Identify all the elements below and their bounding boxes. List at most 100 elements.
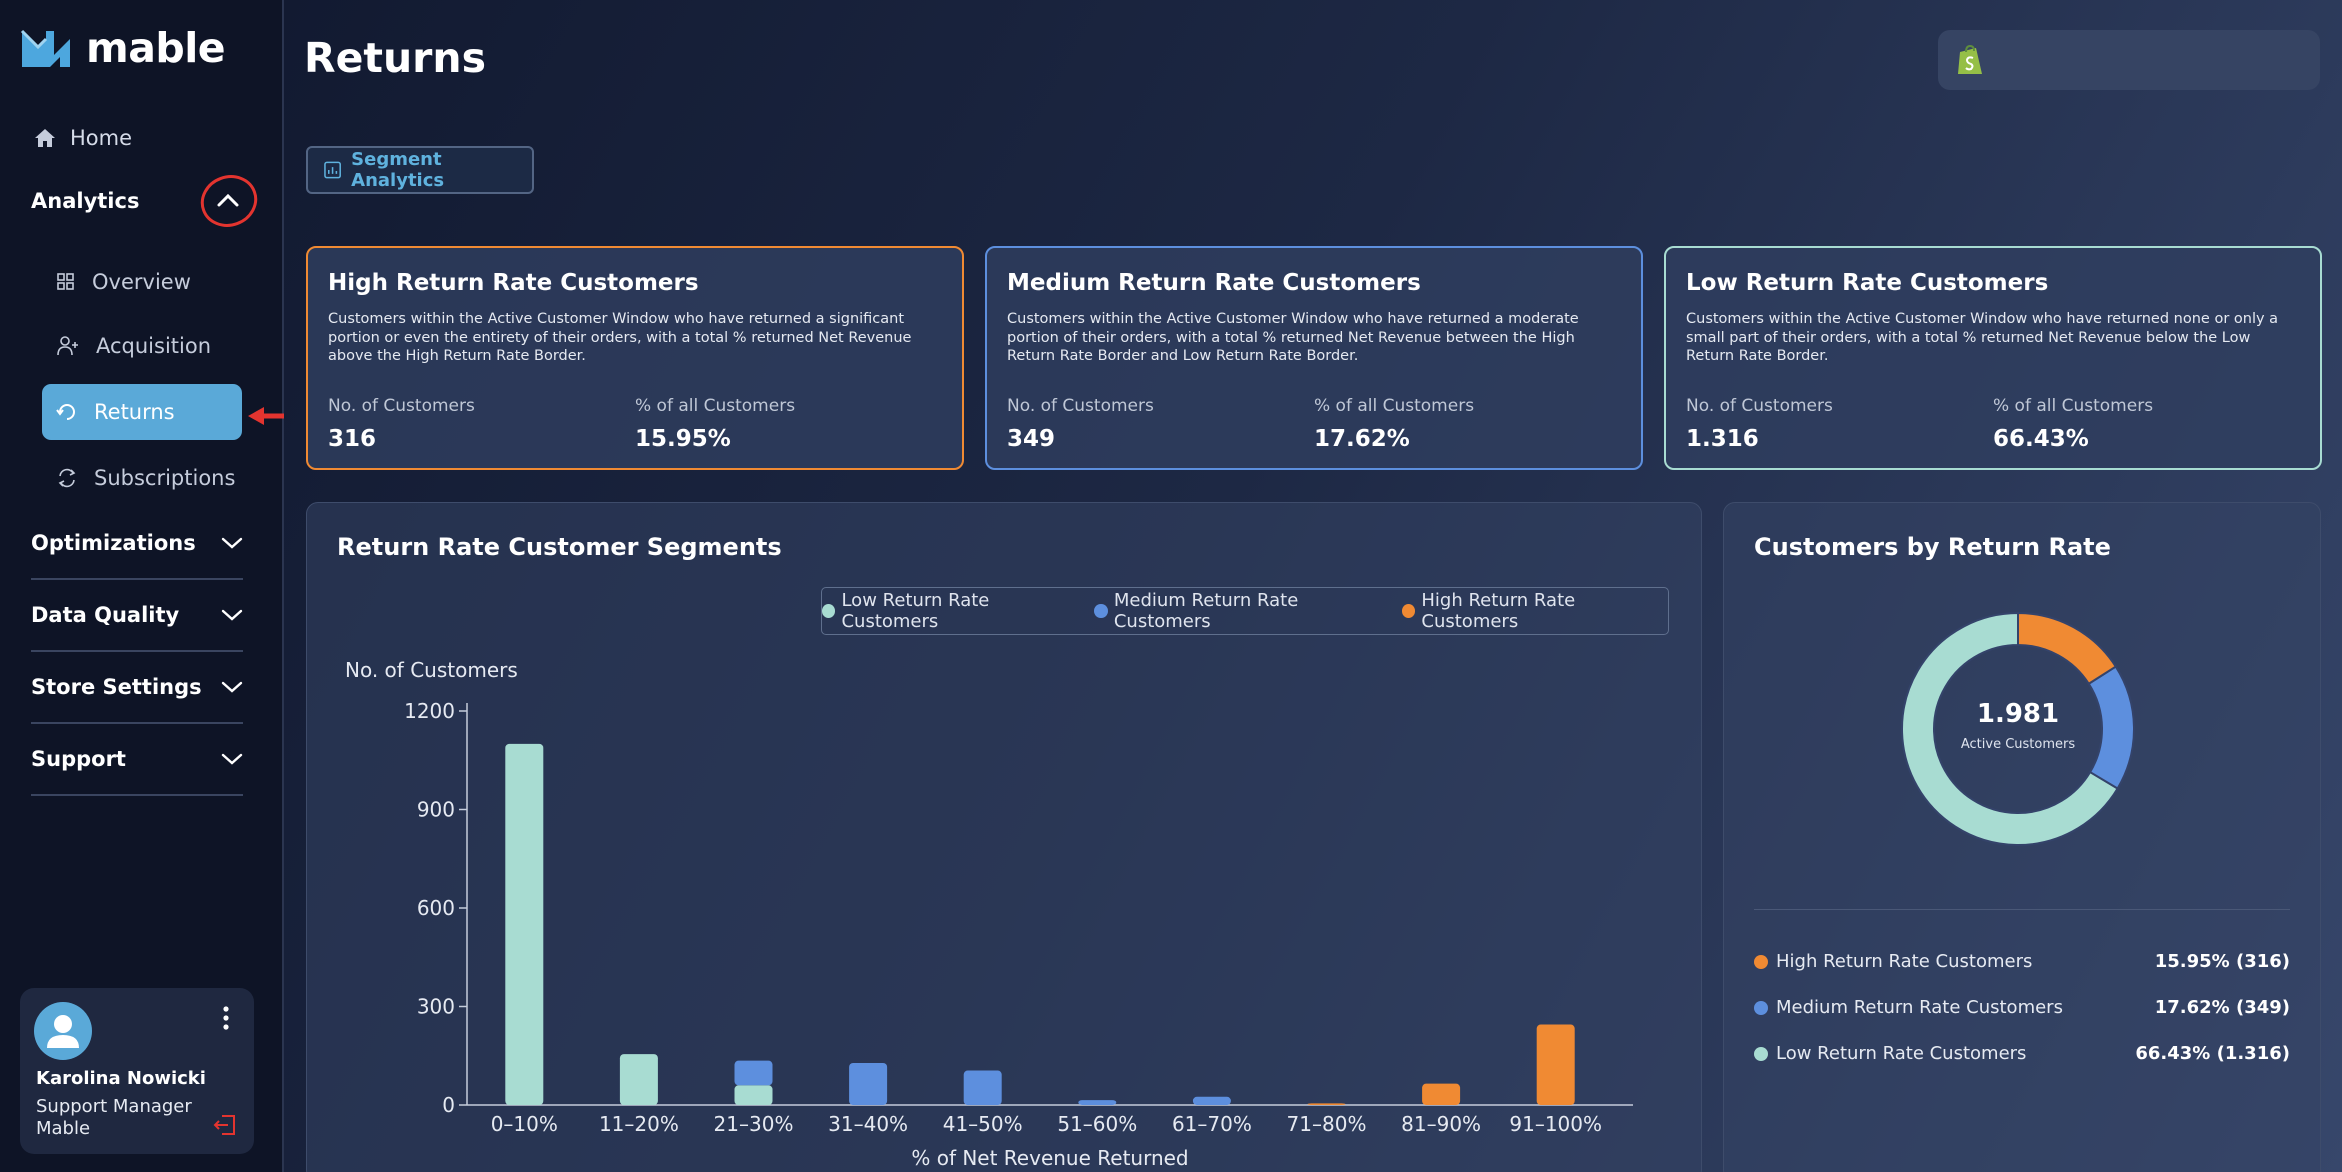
nav-support[interactable]: Support	[31, 724, 243, 796]
x-axis-label: % of Net Revenue Returned	[911, 1146, 1188, 1170]
chevron-down-icon	[221, 681, 243, 693]
store-selector[interactable]	[1938, 30, 2320, 90]
user-name: Karolina Nowicki	[36, 1068, 206, 1089]
donut-slice-high-return-rate-customers[interactable]	[2017, 611, 2118, 686]
legend-item-medium[interactable]: Medium Return Rate Customers	[1094, 590, 1390, 632]
nav-analytics-label: Analytics	[31, 189, 140, 213]
card-low-return: Low Return Rate Customers Customers with…	[1664, 246, 2322, 470]
bar-chart: No. of Customers 1200 900 600 300 0 0–10% 11–20…	[345, 658, 1633, 1170]
return-icon	[56, 404, 75, 420]
nav-optimizations[interactable]: Optimizations	[31, 508, 243, 580]
y-tick-label: 300	[417, 995, 455, 1019]
sidebar-item-overview[interactable]: Overview	[42, 254, 242, 310]
bar-high-return-rate-customers[interactable]	[1536, 1024, 1575, 1105]
y-tick-label: 900	[417, 798, 455, 822]
logo[interactable]: mable	[20, 24, 226, 72]
segment-analytics-button[interactable]: Segment Analytics	[306, 146, 534, 194]
bar-medium-return-rate-customers[interactable]	[1078, 1100, 1117, 1105]
logout-icon[interactable]	[212, 1112, 238, 1138]
x-tick-label: 91–100%	[1509, 1112, 1602, 1136]
legend-dot	[1094, 604, 1108, 618]
rate-list-row-medium: Medium Return Rate Customers 17.62% (349…	[1754, 997, 2290, 1018]
x-tick-label: 61–70%	[1172, 1112, 1252, 1136]
nav-home-label: Home	[70, 126, 133, 150]
shopify-icon	[1958, 44, 1982, 74]
nav-home[interactable]: Home	[34, 120, 132, 156]
home-icon	[35, 129, 55, 147]
y-tick-label: 600	[417, 896, 455, 920]
bar-low-return-rate-customers[interactable]	[734, 1085, 773, 1105]
bar-high-return-rate-customers[interactable]	[1422, 1083, 1461, 1105]
legend-label: Medium Return Rate Customers	[1113, 590, 1299, 632]
segments-chart-panel: Return Rate Customer Segments Low Return…	[306, 502, 1702, 1172]
chevron-down-icon	[221, 537, 243, 549]
bar-low-return-rate-customers[interactable]	[619, 1054, 658, 1105]
bar-medium-return-rate-customers[interactable]	[734, 1060, 773, 1086]
bar-medium-return-rate-customers[interactable]	[963, 1070, 1002, 1105]
donut-slice-low-return-rate-customers[interactable]	[1901, 611, 2119, 846]
legend-dot	[1754, 1000, 1768, 1015]
chevron-down-icon	[221, 753, 243, 765]
bar-high-return-rate-customers[interactable]	[1307, 1103, 1346, 1105]
card-description: Customers within the Active Customer Win…	[1007, 311, 1579, 364]
card-high-return: High Return Rate Customers Customers wit…	[306, 246, 964, 470]
nav-store-settings[interactable]: Store Settings	[31, 652, 243, 724]
divider	[1754, 909, 2290, 910]
avatar	[34, 1002, 92, 1060]
legend-dot	[1754, 954, 1768, 969]
chart-legend: Low Return Rate Customers Medium Return …	[821, 587, 1669, 635]
rate-list-row-high: High Return Rate Customers 15.95% (316)	[1754, 951, 2290, 972]
x-tick-label: 0–10%	[491, 1112, 558, 1136]
customer-percent: 66.43%	[1993, 426, 2089, 452]
sidebar-item-subscriptions[interactable]: Subscriptions	[42, 450, 242, 506]
rate-value: 17.62% (349)	[2154, 997, 2290, 1018]
x-tick-label: 21–30%	[714, 1112, 794, 1136]
segment-analytics-label: Segment Analytics	[351, 149, 445, 191]
legend-dot	[822, 604, 836, 618]
x-tick-label: 41–50%	[943, 1112, 1023, 1136]
stat-label: % of all Customers	[1993, 396, 2154, 416]
chevron-up-icon[interactable]	[193, 169, 263, 233]
chart-title: Return Rate Customer Segments	[337, 533, 782, 561]
rate-label: Low Return Rate Customers	[1776, 1043, 2027, 1064]
section-label: Support	[31, 747, 126, 771]
sidebar-item-acquisition[interactable]: Acquisition	[42, 318, 242, 374]
sidebar-item-label: Overview	[92, 270, 191, 294]
rate-value: 15.95% (316)	[2154, 951, 2290, 972]
card-description: Customers within the Active Customer Win…	[1686, 311, 2279, 364]
grid-icon	[57, 273, 74, 290]
sidebar-item-label: Subscriptions	[94, 466, 236, 490]
sidebar-item-returns[interactable]: Returns	[42, 384, 242, 440]
donut-chart	[1901, 611, 2135, 846]
bar-medium-return-rate-customers[interactable]	[1192, 1096, 1231, 1105]
section-label: Data Quality	[31, 603, 180, 627]
legend-label: Low Return Rate Customers	[841, 590, 990, 632]
more-vertical-icon[interactable]	[220, 1004, 232, 1032]
chevron-down-icon	[221, 609, 243, 621]
x-tick-label: 31–40%	[828, 1112, 908, 1136]
sidebar-item-label: Acquisition	[96, 334, 212, 358]
rate-label: High Return Rate Customers	[1776, 951, 2033, 972]
bar-low-return-rate-customers[interactable]	[505, 743, 544, 1105]
stat-label: % of all Customers	[1314, 396, 1475, 416]
customer-count: 349	[1007, 426, 1056, 452]
bar-medium-return-rate-customers[interactable]	[849, 1062, 888, 1105]
sidebar-item-label: Returns	[94, 400, 175, 424]
card-title: High Return Rate Customers	[328, 270, 699, 296]
nav-analytics[interactable]: Analytics	[31, 165, 258, 237]
nav-data-quality[interactable]: Data Quality	[31, 580, 243, 652]
section-label: Store Settings	[31, 675, 202, 699]
card-title: Medium Return Rate Customers	[1007, 270, 1421, 296]
stat-label: % of all Customers	[635, 396, 796, 416]
legend-dot	[1754, 1046, 1768, 1061]
donut-center-value: 1.981	[1976, 699, 2060, 729]
subscription-icon	[58, 468, 76, 488]
legend-item-low[interactable]: Low Return Rate Customers	[822, 590, 1082, 632]
card-description: Customers within the Active Customer Win…	[328, 311, 912, 364]
rate-list-row-low: Low Return Rate Customers 66.43% (1.316)	[1754, 1043, 2290, 1064]
x-tick-label: 81–90%	[1401, 1112, 1481, 1136]
rate-value: 66.43% (1.316)	[2135, 1043, 2290, 1064]
stat-label: No. of Customers	[328, 396, 475, 416]
legend-item-high[interactable]: High Return Rate Customers	[1401, 590, 1668, 632]
legend-label: High Return Rate Customers	[1421, 590, 1576, 632]
